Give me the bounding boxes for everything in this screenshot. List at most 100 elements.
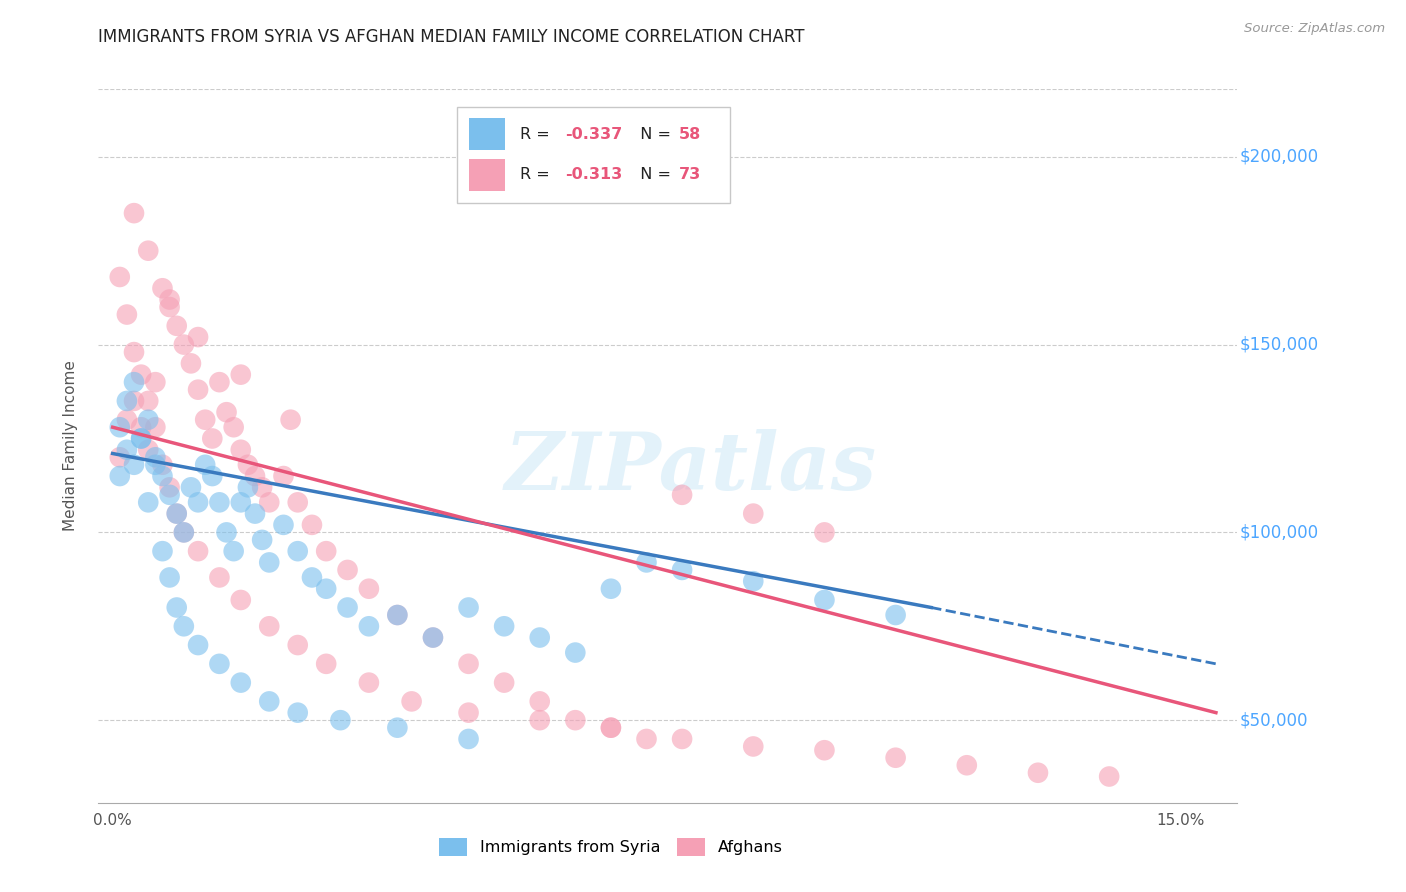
Point xyxy=(457,657,479,671)
Text: N =: N = xyxy=(630,127,676,142)
Point xyxy=(152,469,174,483)
Point xyxy=(166,507,188,521)
Point xyxy=(194,413,217,427)
Point xyxy=(457,731,479,746)
Point xyxy=(187,638,209,652)
FancyBboxPatch shape xyxy=(468,159,505,191)
Point xyxy=(208,657,231,671)
Point xyxy=(329,713,352,727)
Point xyxy=(122,458,145,472)
Point xyxy=(180,480,202,494)
Point xyxy=(301,570,323,584)
Point xyxy=(166,318,188,333)
Point xyxy=(315,582,337,596)
Text: IMMIGRANTS FROM SYRIA VS AFGHAN MEDIAN FAMILY INCOME CORRELATION CHART: IMMIGRANTS FROM SYRIA VS AFGHAN MEDIAN F… xyxy=(98,29,804,46)
Point xyxy=(336,600,359,615)
Point xyxy=(145,420,167,434)
Point xyxy=(215,525,238,540)
Point xyxy=(422,631,444,645)
Text: $50,000: $50,000 xyxy=(1240,711,1308,729)
Point xyxy=(273,517,295,532)
Point xyxy=(108,270,131,285)
Point xyxy=(187,544,209,558)
Point xyxy=(136,442,159,457)
FancyBboxPatch shape xyxy=(457,107,731,203)
Point xyxy=(259,619,281,633)
Point xyxy=(884,607,907,622)
Point xyxy=(259,556,281,570)
Point xyxy=(250,533,273,547)
Point xyxy=(671,563,693,577)
Point xyxy=(136,413,159,427)
Point xyxy=(387,607,409,622)
Point xyxy=(287,495,309,509)
Point xyxy=(122,206,145,220)
Point xyxy=(457,706,479,720)
Point xyxy=(357,675,380,690)
Point xyxy=(243,507,266,521)
Point xyxy=(187,330,209,344)
Point xyxy=(129,432,152,446)
Point xyxy=(180,356,202,370)
Point xyxy=(115,308,138,322)
Point xyxy=(422,631,444,645)
Point xyxy=(600,721,623,735)
Point xyxy=(145,450,167,465)
Point xyxy=(159,570,181,584)
Text: $150,000: $150,000 xyxy=(1240,335,1319,353)
Point xyxy=(152,544,174,558)
Point xyxy=(229,675,252,690)
Text: R =: R = xyxy=(520,127,555,142)
Point xyxy=(201,432,224,446)
Point xyxy=(813,593,835,607)
Point xyxy=(259,495,281,509)
Point xyxy=(152,281,174,295)
FancyBboxPatch shape xyxy=(468,118,505,150)
Point xyxy=(108,469,131,483)
Point xyxy=(529,631,551,645)
Point xyxy=(600,721,623,735)
Point xyxy=(187,383,209,397)
Point xyxy=(742,739,765,754)
Point xyxy=(742,574,765,589)
Point xyxy=(122,393,145,408)
Point xyxy=(564,713,586,727)
Point xyxy=(280,413,302,427)
Point xyxy=(387,721,409,735)
Point xyxy=(145,375,167,389)
Y-axis label: Median Family Income: Median Family Income xyxy=(63,360,77,532)
Point xyxy=(222,544,245,558)
Point xyxy=(529,713,551,727)
Point xyxy=(636,556,658,570)
Point xyxy=(108,450,131,465)
Point xyxy=(159,293,181,307)
Legend: Immigrants from Syria, Afghans: Immigrants from Syria, Afghans xyxy=(432,831,790,863)
Point xyxy=(1098,770,1121,784)
Point xyxy=(671,731,693,746)
Text: -0.337: -0.337 xyxy=(565,127,623,142)
Point xyxy=(357,582,380,596)
Point xyxy=(215,405,238,419)
Point xyxy=(208,570,231,584)
Point xyxy=(136,393,159,408)
Point xyxy=(287,544,309,558)
Text: N =: N = xyxy=(630,168,676,182)
Point xyxy=(243,469,266,483)
Point xyxy=(159,480,181,494)
Point xyxy=(287,706,309,720)
Point xyxy=(236,458,259,472)
Point xyxy=(315,657,337,671)
Point xyxy=(129,420,152,434)
Point xyxy=(173,337,195,351)
Point xyxy=(1026,765,1049,780)
Point xyxy=(273,469,295,483)
Point xyxy=(636,731,658,746)
Point xyxy=(136,495,159,509)
Point xyxy=(813,525,835,540)
Point xyxy=(159,300,181,314)
Point xyxy=(259,694,281,708)
Point xyxy=(357,619,380,633)
Point xyxy=(956,758,979,772)
Text: Source: ZipAtlas.com: Source: ZipAtlas.com xyxy=(1244,22,1385,36)
Point xyxy=(187,495,209,509)
